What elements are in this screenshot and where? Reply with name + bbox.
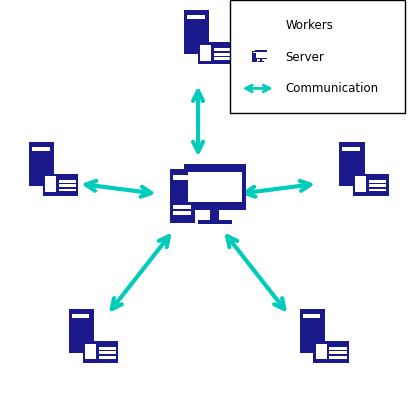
Bar (173, 211, 191, 215)
Bar (342, 146, 360, 150)
Bar (369, 180, 386, 183)
Bar (184, 164, 246, 210)
Bar (32, 146, 50, 150)
Bar (355, 176, 366, 192)
Bar (262, 26, 265, 27)
Bar (302, 314, 320, 318)
Bar (258, 61, 265, 62)
Bar (256, 52, 267, 58)
Bar (200, 45, 211, 61)
Bar (258, 25, 261, 29)
Bar (262, 27, 265, 28)
Bar (315, 343, 327, 359)
Text: Workers: Workers (286, 20, 333, 32)
Bar (83, 341, 118, 363)
Bar (69, 309, 94, 353)
Bar (187, 15, 205, 19)
Bar (188, 172, 242, 201)
FancyBboxPatch shape (230, 0, 405, 113)
Bar (198, 220, 232, 224)
Bar (369, 184, 386, 187)
Bar (353, 174, 389, 195)
Bar (72, 314, 89, 318)
Bar (214, 57, 231, 60)
Bar (85, 343, 96, 359)
Bar (329, 347, 346, 350)
Bar (184, 10, 210, 55)
Bar (369, 189, 386, 191)
Bar (255, 18, 260, 19)
Bar (99, 351, 116, 354)
Bar (255, 50, 267, 59)
Text: Server: Server (286, 51, 325, 64)
Bar (258, 25, 266, 30)
Bar (59, 189, 76, 191)
Bar (252, 51, 257, 62)
Text: Communication: Communication (286, 82, 379, 95)
Bar (173, 205, 191, 209)
Bar (198, 42, 234, 64)
Bar (45, 176, 56, 192)
Bar (99, 356, 116, 359)
Bar (299, 309, 325, 353)
Bar (339, 142, 365, 186)
Bar (329, 356, 346, 359)
Bar (43, 174, 79, 195)
Bar (59, 180, 76, 183)
Bar (260, 59, 262, 61)
Bar (99, 347, 116, 350)
Bar (313, 341, 349, 363)
Bar (29, 142, 54, 186)
Bar (210, 210, 219, 220)
Bar (329, 351, 346, 354)
Bar (214, 53, 231, 56)
Bar (170, 170, 195, 223)
Bar (214, 49, 231, 51)
Bar (173, 176, 191, 180)
Bar (255, 17, 260, 27)
Bar (59, 184, 76, 187)
Bar (262, 28, 265, 29)
